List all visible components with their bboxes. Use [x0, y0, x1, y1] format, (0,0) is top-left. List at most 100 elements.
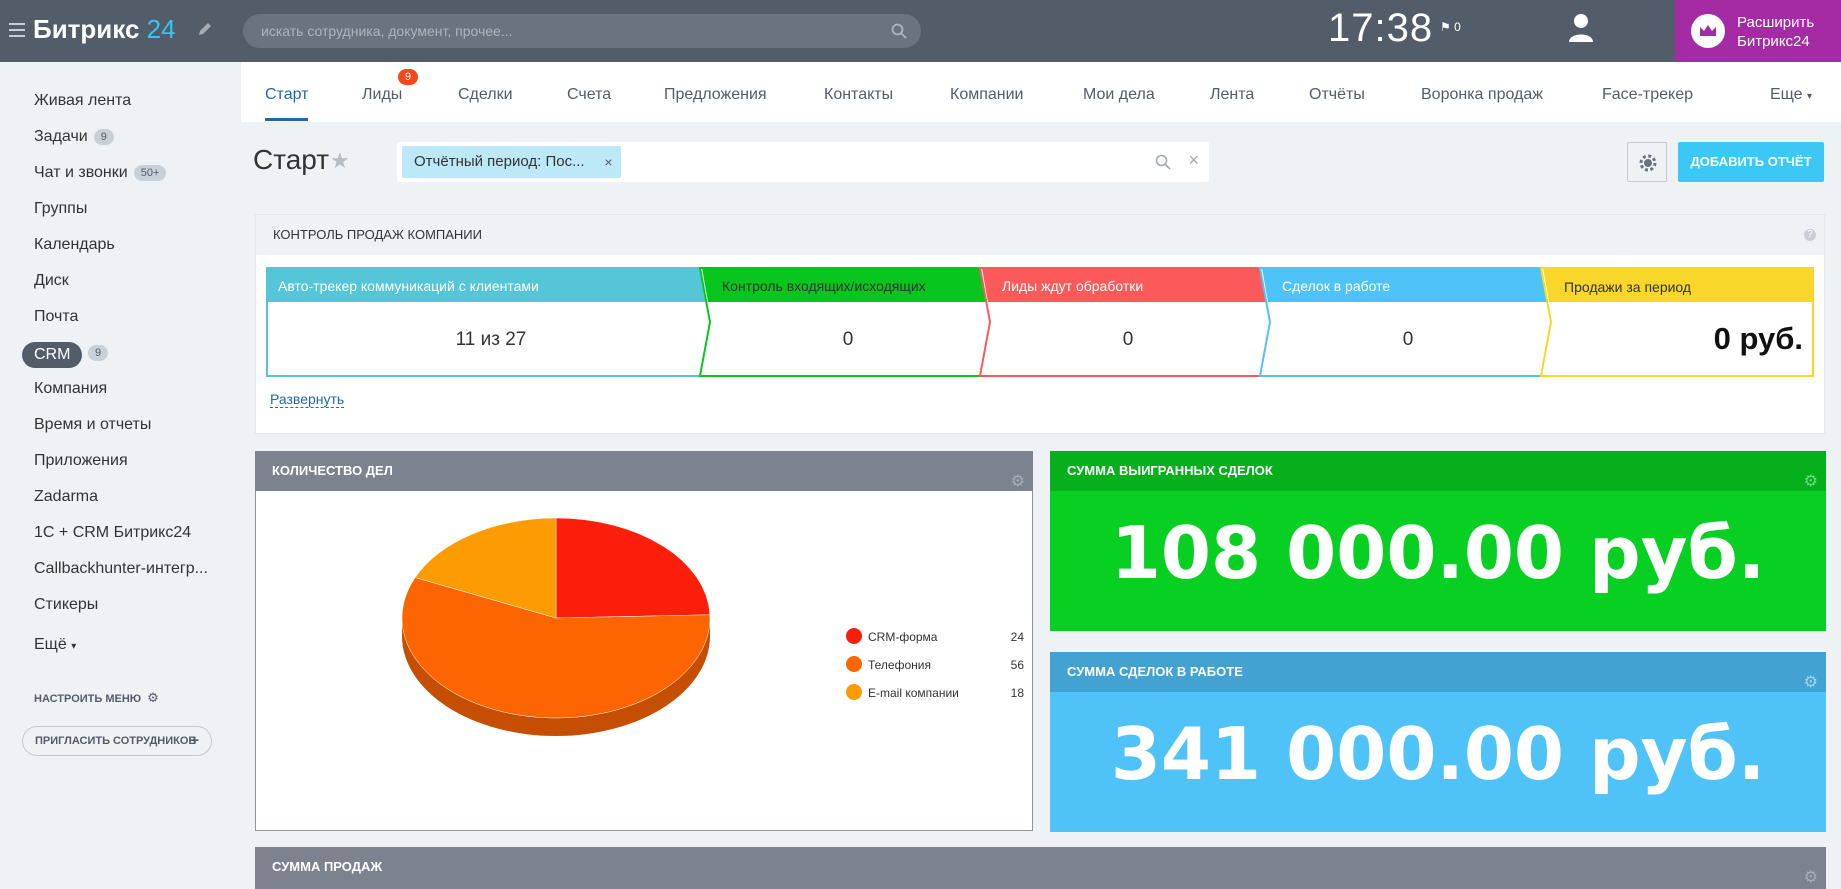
- edit-pencil-icon[interactable]: [196, 20, 214, 38]
- gear-icon[interactable]: ⚙: [1803, 674, 1818, 691]
- pie-slice[interactable]: [401, 577, 711, 719]
- funnel-stage-value: 0 руб.: [1714, 321, 1803, 356]
- pie-slice[interactable]: [414, 517, 557, 619]
- sales-funnel: Авто-трекер коммуникаций с клиентами 11 …: [266, 267, 1814, 377]
- funnel-stage-value: 0: [1403, 329, 1414, 350]
- legend-label: E-mail компании: [868, 686, 959, 700]
- tab-feed[interactable]: Лента: [1210, 86, 1255, 103]
- sidebar-item-label: Диск: [34, 272, 69, 289]
- funnel-stage-3[interactable]: Лиды ждут обработки 0: [978, 267, 1278, 377]
- menu-burger-icon[interactable]: [9, 23, 25, 37]
- filter-bar[interactable]: Отчётный период: Пос... × ×: [397, 142, 1209, 182]
- sidebar-item-1c[interactable]: 1С + CRM Битрикс24: [34, 524, 191, 542]
- sales-sum-card: СУММА ПРОДАЖ ⚙: [255, 847, 1826, 889]
- legend-value: 18: [1010, 686, 1024, 700]
- tab-companies[interactable]: Компании: [950, 86, 1024, 103]
- tab-start[interactable]: Старт: [265, 86, 309, 103]
- sidebar-item-label: Живая лента: [34, 92, 132, 109]
- tab-face-tracker[interactable]: Face-трекер: [1602, 86, 1693, 103]
- deals-in-work-card: СУММА СДЕЛОК В РАБОТЕ ⚙ 341 000.00 руб.: [1050, 652, 1826, 832]
- funnel-stage-label: Лиды ждут обработки: [1002, 278, 1143, 294]
- tab-deals[interactable]: Сделки: [458, 86, 513, 103]
- funnel-stage-5[interactable]: Продажи за период 0 руб.: [1539, 267, 1814, 377]
- sidebar-item-callbackhunter[interactable]: Callbackhunter-интегр...: [34, 560, 208, 578]
- star-icon[interactable]: ★: [330, 148, 350, 173]
- tab-contacts[interactable]: Контакты: [824, 86, 894, 103]
- sidebar-item-feed[interactable]: Живая лента: [34, 92, 131, 110]
- sidebar-counter: 9: [88, 345, 109, 361]
- tab-more-label: Еще: [1770, 86, 1803, 103]
- invite-button[interactable]: ПРИГЛАСИТЬ СОТРУДНИКОВ +: [22, 726, 212, 756]
- sidebar-item-label: Группы: [34, 200, 88, 217]
- remove-chip-icon[interactable]: ×: [604, 154, 613, 170]
- sidebar-item-groups[interactable]: Группы: [34, 200, 87, 218]
- sidebar-item-disk[interactable]: Диск: [34, 272, 69, 290]
- tab-reports[interactable]: Отчёты: [1309, 86, 1365, 103]
- won-deals-card: СУММА ВЫИГРАННЫХ СДЕЛОК ⚙ 108 000.00 руб.: [1050, 451, 1826, 631]
- filter-search-icon[interactable]: [1155, 154, 1171, 170]
- sidebar-item-apps[interactable]: Приложения: [34, 452, 128, 470]
- clock[interactable]: 17:38: [1328, 6, 1434, 50]
- sidebar-item-zadarma[interactable]: Zadarma: [34, 488, 98, 506]
- sidebar-item-time[interactable]: Время и отчеты: [34, 416, 151, 434]
- activities-count-card: КОЛИЧЕСТВО ДЕЛ ⚙ CRM-форма 24 Телефония 5…: [255, 451, 1033, 831]
- gear-icon[interactable]: ⚙: [1803, 473, 1818, 490]
- funnel-stage-1[interactable]: Авто-трекер коммуникаций с клиентами 11 …: [266, 267, 718, 377]
- tab-leads[interactable]: Лиды: [362, 86, 403, 103]
- sidebar-item-label: Почта: [34, 308, 79, 325]
- logo[interactable]: Битрикс 24: [33, 14, 176, 45]
- search-icon[interactable]: [891, 23, 907, 39]
- legend-item[interactable]: Телефония 56: [846, 654, 1024, 682]
- legend-item[interactable]: E-mail компании 18: [846, 682, 1024, 710]
- sidebar: Живая лента Задачи 9 Чат и звонки 50+ Груп…: [0, 62, 240, 889]
- sidebar-item-tasks[interactable]: Задачи 9: [34, 128, 114, 146]
- sidebar-item-label: Стикеры: [34, 596, 99, 613]
- legend-item[interactable]: CRM-форма 24: [846, 626, 1024, 654]
- sidebar-item-calendar[interactable]: Календарь: [34, 236, 115, 254]
- help-icon[interactable]: ?: [1804, 229, 1816, 241]
- funnel-stage-2[interactable]: Контроль входящих/исходящих 0: [698, 267, 998, 377]
- add-report-button[interactable]: ДОБАВИТЬ ОТЧЁТ: [1678, 142, 1824, 182]
- search-input[interactable]: [261, 14, 881, 48]
- sidebar-item-label: Календарь: [34, 236, 115, 253]
- sales-control-widget: КОНТРОЛЬ ПРОДАЖ КОМПАНИИ ? Авто-трекер к…: [255, 214, 1825, 434]
- tab-quotes[interactable]: Предложения: [664, 86, 767, 103]
- tab-my-activities[interactable]: Мои дела: [1083, 86, 1155, 103]
- tab-sales-funnel[interactable]: Воронка продаж: [1421, 86, 1543, 103]
- sidebar-item-more[interactable]: Ещё ▾: [34, 636, 76, 654]
- tab-more[interactable]: Еще ▾: [1770, 86, 1812, 104]
- menu-settings[interactable]: НАСТРОИТЬ МЕНЮ ⚙: [34, 690, 159, 706]
- sidebar-item-company[interactable]: Компания: [34, 380, 107, 398]
- page-settings-button[interactable]: [1627, 142, 1667, 182]
- chevron-down-icon: ▾: [1807, 91, 1813, 102]
- sidebar-item-crm[interactable]: CRM: [22, 342, 83, 368]
- chart-legend: CRM-форма 24 Телефония 56 E-mail компани…: [846, 626, 1024, 710]
- sidebar-item-stickers[interactable]: Стикеры: [34, 596, 98, 614]
- upgrade-button[interactable]: Расширить Битрикс24: [1675, 0, 1841, 62]
- filter-chip-label: Отчётный период: Пос...: [414, 153, 585, 170]
- sidebar-item-label: Задачи: [34, 128, 88, 145]
- funnel-stage-label: Продажи за период: [1564, 279, 1691, 295]
- sidebar-item-mail[interactable]: Почта: [34, 308, 78, 326]
- expand-link[interactable]: Развернуть: [270, 391, 345, 408]
- funnel-stage-4[interactable]: Сделок в работе 0: [1258, 267, 1559, 377]
- pie-slice[interactable]: [555, 517, 711, 619]
- tab-invoices[interactable]: Счета: [567, 86, 612, 103]
- legend-dot: [846, 628, 862, 644]
- legend-label: Телефония: [868, 658, 931, 672]
- sidebar-item-label: Время и отчеты: [34, 416, 152, 433]
- upgrade-line1: Расширить: [1737, 14, 1815, 31]
- gear-icon[interactable]: ⚙: [1803, 869, 1818, 886]
- sidebar-item-label: Компания: [34, 380, 108, 397]
- filter-clear-icon[interactable]: ×: [1188, 150, 1199, 170]
- pie-chart: [401, 517, 711, 736]
- funnel-stage-value: 0: [843, 329, 854, 350]
- sidebar-item-chat[interactable]: Чат и звонки 50+: [34, 164, 167, 182]
- user-avatar-icon[interactable]: [1567, 12, 1595, 44]
- sales-control-title: КОНТРОЛЬ ПРОДАЖ КОМПАНИИ: [256, 215, 1824, 255]
- funnel-stage-label: Контроль входящих/исходящих: [722, 278, 926, 294]
- notifications[interactable]: ⚑ 0: [1440, 20, 1461, 34]
- global-search[interactable]: [243, 14, 921, 48]
- gear-icon[interactable]: ⚙: [1010, 473, 1025, 490]
- filter-chip[interactable]: Отчётный период: Пос... ×: [402, 146, 621, 178]
